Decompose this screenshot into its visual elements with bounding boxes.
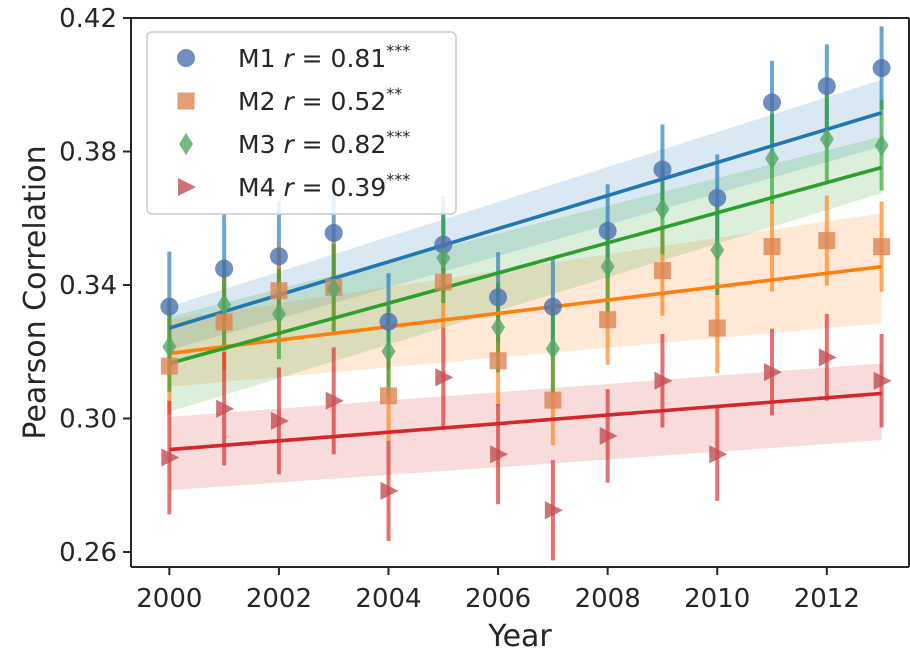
x-tick-label: 2002 bbox=[246, 584, 312, 614]
legend-label-m2: M2 r = 0.52** bbox=[238, 84, 402, 116]
point-m2 bbox=[763, 238, 781, 256]
point-m4 bbox=[270, 411, 289, 430]
legend-marker-m3 bbox=[179, 133, 193, 155]
point-m2 bbox=[873, 238, 891, 256]
band-m3 bbox=[169, 136, 882, 412]
point-m3 bbox=[381, 340, 396, 363]
point-m4 bbox=[709, 445, 728, 464]
point-m2 bbox=[380, 387, 398, 405]
point-m1 bbox=[160, 297, 179, 316]
point-m2 bbox=[434, 273, 452, 291]
point-m4 bbox=[161, 448, 180, 467]
band-m2 bbox=[169, 213, 882, 387]
point-m1 bbox=[817, 77, 836, 96]
point-m4 bbox=[873, 371, 892, 390]
point-m4 bbox=[818, 348, 837, 367]
point-m1 bbox=[379, 312, 398, 331]
point-m1 bbox=[269, 247, 288, 266]
y-tick-label: 0.38 bbox=[59, 137, 117, 167]
point-m2 bbox=[160, 357, 178, 375]
y-axis-label: Pearson Correlation bbox=[18, 145, 53, 439]
x-tick-label: 2000 bbox=[136, 584, 202, 614]
point-m2 bbox=[489, 352, 507, 370]
data-markers bbox=[160, 59, 892, 520]
point-m2 bbox=[270, 282, 288, 300]
point-m4 bbox=[380, 481, 399, 500]
point-m4 bbox=[764, 363, 783, 382]
point-m3 bbox=[600, 255, 615, 278]
point-m3 bbox=[491, 316, 506, 339]
fit-line-m4 bbox=[169, 391, 882, 452]
point-m1 bbox=[598, 221, 617, 240]
point-m3 bbox=[326, 277, 341, 300]
point-m3 bbox=[436, 246, 451, 269]
point-m1 bbox=[543, 297, 562, 316]
point-m1 bbox=[763, 93, 782, 112]
point-m1 bbox=[434, 235, 453, 254]
point-m1 bbox=[708, 188, 727, 207]
fit-line-m3 bbox=[168, 165, 883, 366]
point-m4 bbox=[599, 426, 618, 445]
y-tick-label: 0.34 bbox=[59, 271, 117, 301]
x-tick-label: 2004 bbox=[355, 584, 421, 614]
point-m3 bbox=[162, 335, 177, 358]
point-m3 bbox=[765, 147, 780, 170]
legend-marker-m4 bbox=[178, 178, 196, 196]
point-m2 bbox=[544, 391, 562, 409]
confidence-bands bbox=[169, 79, 882, 491]
point-m4 bbox=[490, 445, 509, 464]
legend-marker-m1 bbox=[177, 49, 195, 67]
point-m4 bbox=[435, 368, 454, 387]
x-tick-label: 2006 bbox=[465, 584, 531, 614]
point-m3 bbox=[545, 337, 560, 360]
legend-label-m4: M4 r = 0.39*** bbox=[238, 170, 410, 202]
point-m4 bbox=[325, 391, 344, 410]
fit-line-m2 bbox=[169, 264, 882, 356]
point-m1 bbox=[324, 223, 343, 242]
legend-label-m1: M1 r = 0.81*** bbox=[238, 41, 410, 73]
legend-box bbox=[146, 31, 457, 215]
point-m1 bbox=[653, 160, 672, 179]
fit-line-m1 bbox=[168, 111, 883, 330]
point-m2 bbox=[818, 232, 836, 250]
point-m4 bbox=[654, 371, 673, 390]
point-m1 bbox=[489, 288, 508, 307]
point-m1 bbox=[215, 259, 234, 278]
point-m3 bbox=[271, 303, 286, 326]
point-m3 bbox=[710, 238, 725, 261]
band-m1 bbox=[169, 79, 882, 351]
x-tick-label: 2010 bbox=[684, 584, 750, 614]
point-m1 bbox=[872, 59, 891, 78]
x-tick-label: 2008 bbox=[575, 584, 641, 614]
y-tick-label: 0.42 bbox=[59, 4, 117, 34]
point-m3 bbox=[655, 198, 670, 221]
point-m3 bbox=[874, 134, 889, 157]
legend: M1 r = 0.81*** M2 r = 0.52** M3 r = 0.82**… bbox=[146, 31, 457, 215]
point-m2 bbox=[653, 262, 671, 280]
band-m4 bbox=[169, 363, 882, 491]
point-m4 bbox=[216, 399, 235, 418]
axes: 0.26 0.30 0.34 0.38 0.42 2000 2002 2004 2006 2008… bbox=[59, 4, 910, 614]
point-m3 bbox=[819, 128, 834, 151]
point-m3 bbox=[217, 293, 232, 316]
regression-lines bbox=[168, 111, 883, 452]
y-tick-label: 0.26 bbox=[59, 538, 117, 568]
point-m4 bbox=[544, 501, 563, 520]
x-tick-label: 2012 bbox=[794, 584, 860, 614]
x-axis-label: Year bbox=[487, 619, 552, 654]
legend-label-m3: M3 r = 0.82*** bbox=[238, 127, 410, 159]
point-m2 bbox=[708, 319, 726, 337]
point-m2 bbox=[215, 313, 233, 331]
y-tick-label: 0.30 bbox=[59, 404, 117, 434]
legend-marker-m2 bbox=[177, 92, 195, 110]
point-m2 bbox=[599, 311, 617, 329]
